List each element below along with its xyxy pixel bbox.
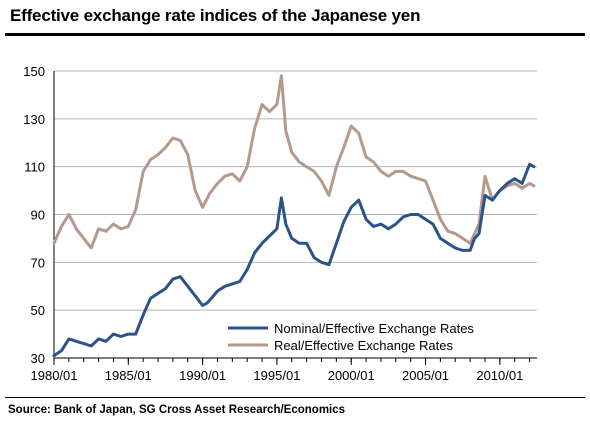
y-tick-label: 70 <box>31 255 45 270</box>
legend-label: Nominal/Effective Exchange Rates <box>274 321 474 336</box>
source-note: Source: Bank of Japan, SG Cross Asset Re… <box>8 404 346 416</box>
y-tick-label: 90 <box>31 208 45 223</box>
footer-rule <box>5 397 585 398</box>
series-lines <box>52 74 536 358</box>
x-tick-label: 1990/01 <box>179 368 226 383</box>
x-tick-label: 1995/01 <box>253 368 300 383</box>
x-tick-label: 2000/01 <box>328 368 375 383</box>
chart-title: Effective exchange rate indices of the J… <box>10 6 421 25</box>
x-axis: 1980/01 1985/01 1990/01 1995/01 2000/01 2005/… <box>31 71 537 383</box>
title-rule <box>5 33 585 36</box>
legend: Nominal/Effective Exchange Rates Real/Eff… <box>228 321 474 353</box>
series-line-nominal <box>52 162 536 358</box>
y-axis-ticks: 30 50 70 90 110 130 150 <box>23 64 45 366</box>
series-line-real <box>52 74 536 250</box>
y-tick-label: 150 <box>23 64 45 79</box>
x-tick-label: 2010/01 <box>476 368 523 383</box>
x-tick-label: 1985/01 <box>105 368 152 383</box>
y-tick-label: 30 <box>31 351 45 366</box>
y-tick-label: 110 <box>24 160 45 175</box>
gridlines <box>54 70 537 311</box>
legend-label: Real/Effective Exchange Rates <box>274 338 453 353</box>
y-tick-label: 50 <box>31 303 45 318</box>
x-tick-label: 1980/01 <box>31 368 78 383</box>
x-tick-label: 2005/01 <box>402 368 449 383</box>
y-tick-label: 130 <box>23 112 45 127</box>
